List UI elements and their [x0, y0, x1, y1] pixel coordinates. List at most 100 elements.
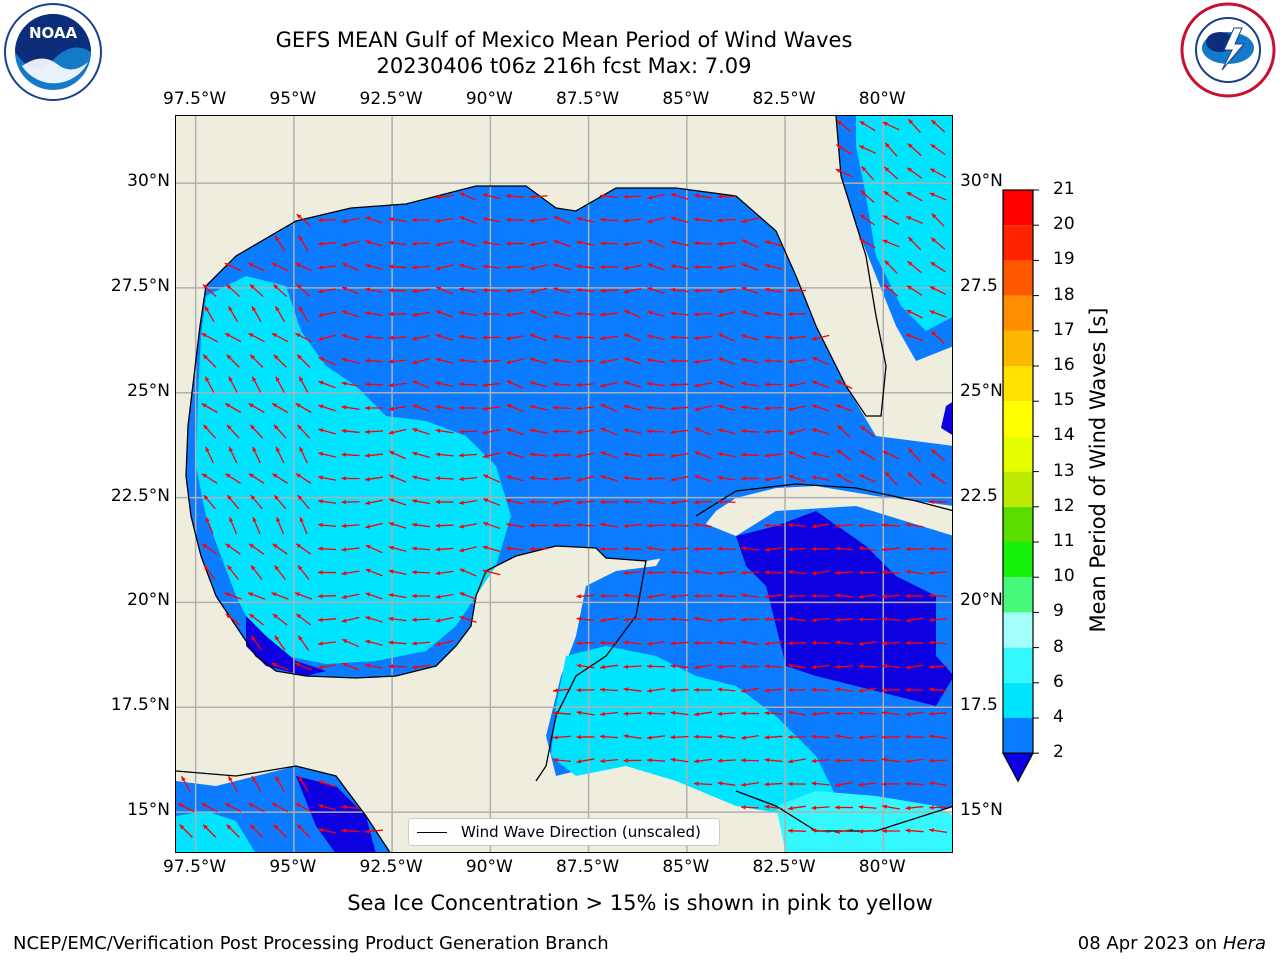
wave-arrow	[929, 285, 947, 296]
colorbar-bin-2	[1003, 718, 1033, 754]
wave-arrow	[529, 309, 548, 319]
wave-arrow	[204, 376, 215, 393]
wave-arrow	[670, 406, 689, 411]
wave-arrow	[225, 543, 241, 555]
wave-arrow	[881, 641, 901, 646]
wave-arrow	[228, 446, 238, 464]
lat-label-left-6: 15°N	[127, 800, 170, 821]
wave-arrow	[318, 311, 336, 318]
wave-arrow	[435, 452, 454, 457]
wave-arrow	[435, 194, 454, 200]
lat-label-left-0: 30°N	[127, 171, 170, 192]
wave-arrow	[365, 522, 383, 529]
wave-arrow	[836, 449, 852, 461]
wave-arrow	[764, 641, 783, 646]
wave-arrow	[250, 635, 263, 651]
wave-arrow	[811, 475, 830, 481]
wave-arrow	[764, 688, 783, 693]
wave-arrow	[271, 332, 289, 343]
wave-arrow	[318, 428, 336, 435]
wave-arrow	[741, 217, 759, 224]
wave-arrow	[341, 476, 360, 481]
wave-arrow	[458, 453, 478, 458]
noaa-logo-text: NOAA	[29, 24, 78, 42]
wave-arrow	[318, 356, 336, 366]
wave-arrow	[694, 451, 712, 459]
wave-arrow	[458, 476, 478, 482]
wave-arrow	[647, 334, 665, 341]
wave-arrow	[623, 357, 642, 365]
wave-arrow	[273, 824, 287, 838]
wave-arrow	[297, 564, 310, 581]
wave-arrow	[576, 240, 595, 246]
lat-label-right-0: 30°N	[960, 171, 1003, 192]
wave-arrow	[249, 824, 264, 838]
wave-arrow	[623, 218, 642, 223]
map-panel	[175, 115, 953, 853]
wave-arrow	[741, 334, 759, 341]
wave-arrow	[623, 546, 642, 551]
wave-arrow	[882, 239, 900, 248]
wave-arrow	[317, 546, 337, 551]
wave-arrow	[506, 358, 524, 365]
wave-arrow	[298, 235, 309, 252]
wave-arrow	[318, 451, 336, 458]
lat-label-left-3: 22.5°N	[110, 485, 170, 506]
wave-arrow	[553, 499, 571, 505]
wave-arrow	[412, 428, 430, 435]
colorbar	[1001, 189, 1039, 783]
wave-arrow	[252, 516, 261, 535]
wave-arrow	[249, 354, 264, 368]
wave-arrow	[388, 264, 407, 269]
lat-label-right-1: 27.5	[960, 275, 998, 296]
wave-arrow	[599, 193, 619, 199]
wave-arrow	[275, 376, 285, 393]
wave-arrow	[647, 452, 665, 458]
wave-arrow	[529, 241, 548, 247]
wave-arrow	[717, 241, 736, 247]
wave-arrow	[881, 688, 901, 693]
wave-arrow	[670, 641, 689, 646]
wave-arrow	[228, 516, 238, 535]
wave-arrow	[318, 404, 336, 412]
wave-arrow	[298, 775, 309, 793]
wave-arrow	[412, 358, 430, 365]
wave-arrow	[224, 592, 242, 600]
wave-arrow	[930, 119, 946, 133]
wave-arrow	[435, 523, 454, 528]
wave-arrow	[318, 380, 336, 389]
wave-arrow	[205, 446, 214, 464]
wave-arrow	[365, 568, 383, 577]
wave-arrow	[482, 382, 501, 388]
wave-arrow	[717, 357, 736, 365]
atlantic-cyan	[856, 116, 952, 331]
wave-arrow	[505, 241, 525, 246]
wave-arrow	[835, 144, 853, 155]
wave-arrow	[741, 640, 759, 646]
wave-arrow	[905, 687, 924, 693]
wave-arrow	[411, 241, 431, 246]
wave-arrow	[365, 592, 383, 600]
wave-arrow	[928, 617, 948, 623]
wave-arrow	[318, 475, 336, 481]
wave-arrow	[576, 287, 595, 293]
wave-arrow	[646, 735, 666, 740]
wave-arrow	[764, 523, 783, 528]
wave-arrow	[295, 332, 312, 343]
wave-arrow	[576, 264, 595, 269]
wave-arrow	[576, 475, 595, 482]
wave-arrow	[811, 734, 830, 739]
wave-arrow	[365, 287, 383, 293]
wave-arrow	[717, 640, 736, 645]
wave-arrow	[858, 523, 877, 528]
wave-arrow	[272, 613, 288, 626]
wave-arrow	[647, 217, 665, 224]
wave-arrow	[599, 241, 619, 246]
campeche-darkblue	[246, 616, 326, 676]
wave-arrow	[811, 781, 830, 786]
wave-arrow	[411, 522, 431, 528]
wave-arrow	[670, 452, 689, 458]
wave-arrow	[435, 310, 454, 318]
wave-arrow	[670, 757, 689, 763]
graticule	[176, 116, 952, 852]
